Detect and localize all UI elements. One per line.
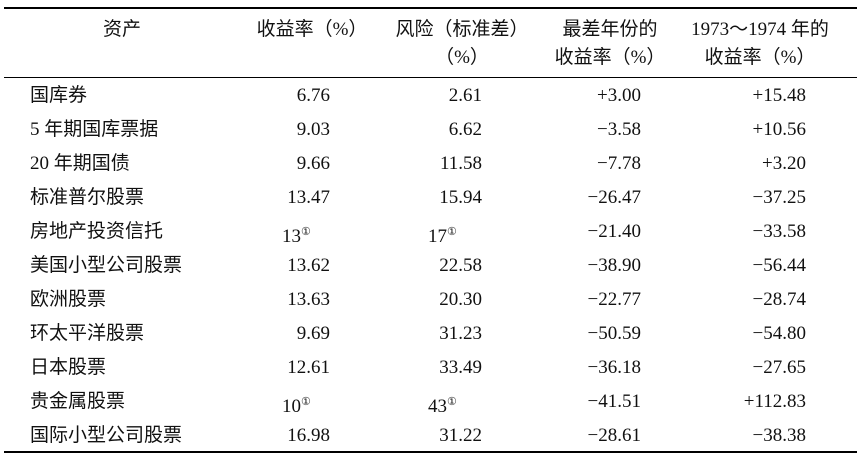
value-cell: −50.59 [587, 323, 641, 344]
value-cell: 31.23 [439, 323, 482, 344]
asset-name: 房地产投资信托 [30, 221, 164, 242]
value-cell: 15.94 [439, 187, 482, 208]
value-cell: −28.61 [587, 425, 641, 446]
header-cell: 资产 [102, 19, 141, 40]
value-cell: 13① [282, 220, 311, 249]
value-cell: 43① [428, 390, 457, 419]
footnote-mark: ① [447, 396, 457, 408]
value-cell: +3.00 [597, 85, 641, 106]
value-cell: +10.56 [752, 119, 806, 140]
header-cell: 1973～1974 年的 [691, 19, 829, 40]
value-cell: −21.40 [587, 221, 641, 242]
value-cell: 13.47 [287, 187, 330, 208]
value-cell: 22.58 [439, 255, 482, 276]
value-cell: 20.30 [439, 289, 482, 310]
value-cell: 16.98 [287, 425, 330, 446]
asset-name: 环太平洋股票 [30, 323, 145, 344]
asset-name: 欧洲股票 [30, 289, 107, 310]
value-cell: −38.38 [752, 425, 806, 446]
footnote-mark: ① [301, 396, 311, 408]
asset-name: 标准普尔股票 [30, 187, 145, 208]
value-cell: 9.69 [296, 323, 330, 344]
value-text: 13 [282, 226, 301, 247]
value-text: 43 [428, 396, 447, 417]
value-cell: 31.22 [439, 425, 482, 446]
value-cell: −33.58 [752, 221, 806, 242]
value-cell: −28.74 [752, 289, 806, 310]
header-cell: 收益率（%） [704, 47, 816, 68]
top-rule [4, 7, 857, 9]
value-cell: −37.25 [752, 187, 806, 208]
asset-name: 国际小型公司股票 [30, 425, 183, 446]
header-cell: 收益率（%） [554, 47, 666, 68]
value-cell: 2.61 [448, 85, 482, 106]
header-cell: 收益率（%） [256, 19, 368, 40]
value-cell: +112.83 [743, 391, 806, 412]
value-cell: 9.03 [296, 119, 330, 140]
value-text: 10 [282, 396, 301, 417]
asset-name: 贵金属股票 [30, 391, 126, 412]
asset-name: 20 年期国债 [30, 153, 130, 174]
value-cell: −41.51 [587, 391, 641, 412]
header-cell: 最差年份的 [562, 19, 658, 40]
value-cell: −22.77 [587, 289, 641, 310]
value-cell: 13.63 [287, 289, 330, 310]
header-cell: 风险（标准差） [395, 19, 529, 40]
value-cell: 12.61 [287, 357, 330, 378]
bottom-rule [4, 451, 857, 453]
header-cell: （%） [435, 47, 489, 68]
value-cell: −54.80 [752, 323, 806, 344]
value-cell: −7.78 [597, 153, 641, 174]
value-cell: −3.58 [597, 119, 641, 140]
value-cell: −56.44 [752, 255, 806, 276]
value-cell: −36.18 [587, 357, 641, 378]
asset-name: 美国小型公司股票 [30, 255, 183, 276]
value-cell: +3.20 [762, 153, 806, 174]
value-cell: 13.62 [287, 255, 330, 276]
value-cell: −26.47 [587, 187, 641, 208]
value-cell: 10① [282, 390, 311, 419]
value-cell: 6.62 [448, 119, 482, 140]
asset-name: 5 年期国库票据 [30, 119, 159, 140]
footnote-mark: ① [447, 226, 457, 238]
value-cell: 11.58 [439, 153, 482, 174]
value-cell: −27.65 [752, 357, 806, 378]
footnote-mark: ① [301, 226, 311, 238]
value-cell: 33.49 [439, 357, 482, 378]
value-cell: −38.90 [587, 255, 641, 276]
value-text: 17 [428, 226, 447, 247]
value-cell: 6.76 [296, 85, 330, 106]
value-cell: 17① [428, 220, 457, 249]
value-cell: 9.66 [296, 153, 330, 174]
asset-name: 日本股票 [30, 357, 107, 378]
asset-name: 国库券 [30, 85, 88, 106]
header-rule [4, 77, 857, 78]
value-cell: +15.48 [752, 85, 806, 106]
